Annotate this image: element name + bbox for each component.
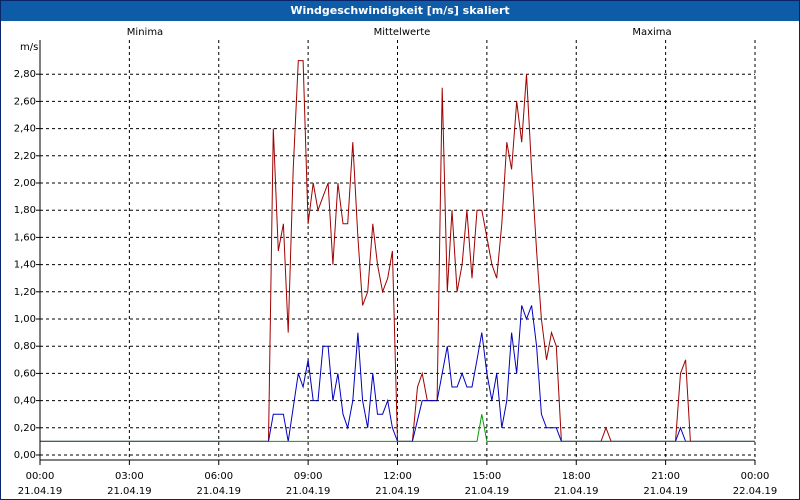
- x-tick-time: 18:00: [562, 471, 591, 482]
- legend-maxima: Maxima: [632, 27, 671, 38]
- x-tick-date: 22.04.19: [733, 486, 778, 497]
- y-tick-label: 2,80: [14, 69, 36, 80]
- y-tick-label: 2,60: [14, 96, 36, 107]
- x-tick-time: 06:00: [204, 471, 233, 482]
- y-tick-label: 0,60: [14, 368, 36, 379]
- y-tick-labels: 0,00 0,20 0,40 0,60 0,80 1,00 1,20 1,40 1,60 1,80…: [14, 69, 40, 461]
- x-tick-date: 21.04.19: [286, 486, 331, 497]
- x-tick-time: 09:00: [294, 471, 323, 482]
- y-axis-unit: m/s: [20, 42, 38, 53]
- y-tick-label: 1,80: [14, 205, 36, 216]
- y-tick-label: 0,00: [14, 450, 36, 461]
- y-tick-label: 1,40: [14, 260, 36, 271]
- x-tick-date: 21.04.19: [554, 486, 599, 497]
- y-tick-label: 2,20: [14, 151, 36, 162]
- x-tick-date: 21.04.19: [465, 486, 510, 497]
- y-tick-label: 1,60: [14, 232, 36, 243]
- x-tick-date: 21.04.19: [196, 486, 241, 497]
- y-tick-label: 0,20: [14, 423, 36, 434]
- x-tick-date: 21.04.19: [107, 486, 152, 497]
- y-tick-label: 2,40: [14, 124, 36, 135]
- y-tick-label: 1,00: [14, 314, 36, 325]
- x-tick-time: 00:00: [26, 471, 55, 482]
- legend-minima: Minima: [127, 27, 163, 38]
- x-tick-time: 12:00: [383, 471, 412, 482]
- x-tick-date: 21.04.19: [375, 486, 420, 497]
- x-tick-time: 03:00: [115, 471, 144, 482]
- y-tick-label: 2,00: [14, 178, 36, 189]
- y-tick-label: 0,40: [14, 396, 36, 407]
- x-tick-date: 21.04.19: [18, 486, 63, 497]
- x-tick-time: 15:00: [472, 471, 501, 482]
- legend-mittelwerte: Mittelwerte: [374, 27, 431, 38]
- y-tick-label: 0,80: [14, 341, 36, 352]
- x-tick-time: 21:00: [651, 471, 680, 482]
- y-tick-label: 1,20: [14, 287, 36, 298]
- x-tick-date: 21.04.19: [643, 486, 688, 497]
- x-tick-labels: 00:00 21.04.19 03:00 21.04.19 06:00 21.04.19 0…: [18, 460, 778, 497]
- x-tick-time: 00:00: [741, 471, 770, 482]
